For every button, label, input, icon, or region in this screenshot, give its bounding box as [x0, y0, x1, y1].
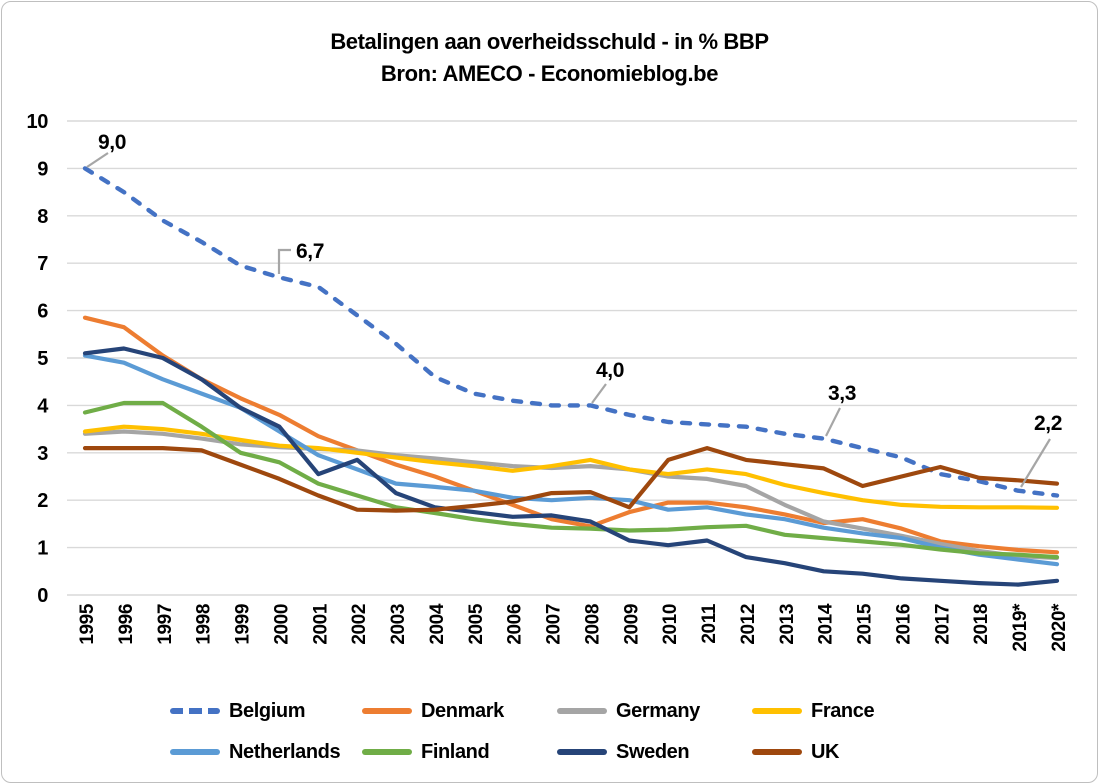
- y-tick-5: 5: [37, 348, 48, 370]
- y-tick-3: 3: [37, 443, 48, 465]
- chart-subtitle: Bron: AMECO - Economieblog.be: [380, 61, 719, 86]
- x-tick-2019: 2019*: [1010, 603, 1031, 652]
- x-tick-2020: 2020*: [1049, 603, 1070, 652]
- x-tick-2014: 2014: [816, 603, 837, 645]
- x-tick-2010: 2010: [660, 604, 681, 645]
- legend-item-finland: Finland: [362, 739, 490, 765]
- chart-title: Betalingen aan overheidsschuld - in % BB…: [330, 29, 769, 54]
- legend-label-finland: Finland: [421, 740, 490, 763]
- x-tick-1998: 1998: [194, 604, 215, 645]
- legend-swatch-germany: [557, 708, 607, 714]
- leader-line-2019: [1020, 438, 1051, 488]
- x-tick-2015: 2015: [855, 603, 876, 645]
- x-tick-1996: 1996: [116, 604, 137, 645]
- data-label-2000: 6,7: [296, 240, 324, 263]
- x-tick-2016: 2016: [893, 604, 914, 645]
- legend-item-germany: Germany: [557, 698, 700, 724]
- series-line-finland: [82, 400, 1060, 560]
- data-label-1995: 9,0: [98, 131, 126, 154]
- x-tick-2001: 2001: [310, 603, 331, 645]
- series-line-uk: [82, 446, 1060, 513]
- legend-item-denmark: Denmark: [362, 698, 504, 724]
- legend-label-belgium: Belgium: [229, 699, 306, 722]
- legend-swatch-belgium: [170, 708, 220, 714]
- legend-label-denmark: Denmark: [421, 699, 504, 722]
- data-label-2019: 2,2: [1034, 412, 1062, 435]
- x-tick-2012: 2012: [738, 604, 759, 645]
- data-label-2008: 4,0: [596, 359, 624, 382]
- y-tick-6: 6: [37, 301, 48, 323]
- x-tick-2004: 2004: [427, 603, 448, 645]
- legend-label-uk: UK: [811, 740, 840, 763]
- x-tick-2000: 2000: [271, 604, 292, 645]
- y-tick-2: 2: [37, 490, 48, 512]
- x-tick-2007: 2007: [544, 604, 565, 645]
- leader-line-1995: [86, 152, 109, 168]
- x-tick-2018: 2018: [971, 604, 992, 645]
- legend-swatch-uk: [752, 749, 802, 755]
- chart-title-block: Betalingen aan overheidsschuld - in % BB…: [2, 26, 1097, 90]
- x-tick-1997: 1997: [155, 604, 176, 645]
- legend-swatch-finland: [362, 749, 412, 755]
- legend-swatch-france: [752, 708, 802, 714]
- series-line-france: [82, 424, 1060, 510]
- y-tick-9: 9: [37, 158, 48, 180]
- series-line-sweden: [82, 346, 1060, 587]
- y-tick-10: 10: [27, 111, 49, 133]
- series-line-belgium: [82, 166, 1060, 498]
- legend-swatch-sweden: [557, 749, 607, 755]
- y-tick-1: 1: [37, 538, 48, 560]
- legend-item-sweden: Sweden: [557, 739, 690, 765]
- data-label-2014: 3,3: [828, 382, 856, 405]
- legend-label-france: France: [811, 699, 875, 722]
- x-tick-1999: 1999: [233, 604, 254, 645]
- x-tick-1995: 1995: [77, 603, 98, 645]
- legend-item-belgium: Belgium: [170, 698, 306, 724]
- y-tick-0: 0: [37, 585, 48, 607]
- legend-item-uk: UK: [752, 739, 839, 765]
- legend-item-netherlands: Netherlands: [170, 739, 341, 765]
- x-tick-2017: 2017: [932, 604, 953, 645]
- leader-line-2000: [277, 248, 291, 274]
- x-tick-2009: 2009: [621, 604, 642, 645]
- y-tick-8: 8: [37, 206, 48, 228]
- leader-line-2008: [591, 383, 607, 404]
- legend-label-netherlands: Netherlands: [229, 740, 341, 763]
- x-tick-2011: 2011: [699, 603, 720, 643]
- series-line-denmark: [82, 315, 1060, 555]
- x-tick-2006: 2006: [505, 604, 526, 645]
- x-tick-2002: 2002: [349, 604, 370, 645]
- y-tick-4: 4: [37, 395, 49, 417]
- legend-item-france: France: [752, 698, 875, 724]
- x-tick-2008: 2008: [582, 604, 603, 645]
- series-line-germany: [82, 429, 1060, 561]
- x-tick-2005: 2005: [466, 603, 487, 645]
- x-tick-2003: 2003: [388, 604, 409, 645]
- y-tick-7: 7: [37, 253, 48, 275]
- legend-swatch-denmark: [362, 708, 412, 714]
- x-tick-2013: 2013: [777, 604, 798, 645]
- leader-line-2014: [825, 407, 841, 437]
- legend-label-sweden: Sweden: [616, 740, 690, 763]
- legend-label-germany: Germany: [616, 699, 700, 722]
- legend-swatch-netherlands: [170, 749, 220, 755]
